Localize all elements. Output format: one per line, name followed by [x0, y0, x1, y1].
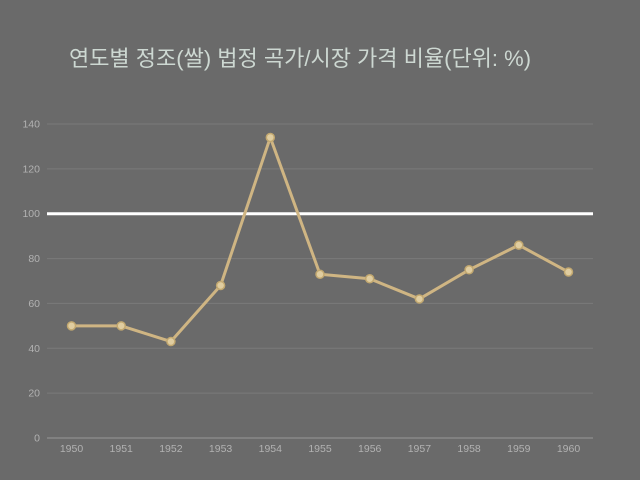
- data-point-1952: [166, 336, 176, 347]
- x-tick-label-1959: 1959: [507, 443, 531, 455]
- y-tick-label-80: 80: [28, 253, 40, 265]
- x-tick-label-1950: 1950: [60, 443, 84, 455]
- x-tick-label-1952: 1952: [159, 443, 183, 455]
- data-point-1953: [215, 280, 226, 291]
- x-tick-label-1955: 1955: [308, 443, 332, 455]
- data-point-1950: [66, 321, 77, 331]
- x-tick-label-1958: 1958: [457, 443, 481, 455]
- y-tick-label-60: 60: [28, 298, 40, 310]
- series-line: [70, 135, 570, 344]
- x-tick-label-1951: 1951: [110, 443, 134, 455]
- y-tick-label-100: 100: [22, 208, 40, 220]
- y-tick-label-120: 120: [22, 163, 40, 175]
- data-point-1960: [563, 267, 574, 277]
- data-point-1951: [116, 321, 126, 331]
- x-tick-label-1957: 1957: [408, 443, 432, 455]
- data-point-1959: [514, 240, 524, 250]
- data-point-1955: [315, 269, 325, 280]
- data-point-1958: [464, 265, 474, 275]
- x-tick-label-1956: 1956: [358, 443, 382, 455]
- y-tick-label-40: 40: [28, 343, 40, 355]
- data-point-1957: [414, 294, 425, 304]
- x-tick-label-1960: 1960: [557, 443, 581, 455]
- x-tick-label-1953: 1953: [209, 443, 233, 455]
- y-tick-label-140: 140: [22, 119, 40, 131]
- data-point-1954: [265, 132, 276, 143]
- x-tick-label-1954: 1954: [259, 443, 283, 455]
- data-point-1956: [364, 274, 375, 284]
- y-tick-label-0: 0: [34, 433, 40, 445]
- y-tick-label-20: 20: [28, 388, 40, 400]
- chart-title: 연도별 정조(쌀) 법정 곡가/시장 가격 비율(단위: %): [68, 46, 532, 71]
